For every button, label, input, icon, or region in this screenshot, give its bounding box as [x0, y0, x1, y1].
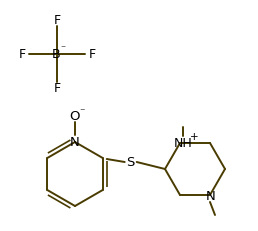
- Text: ⁻: ⁻: [79, 106, 85, 116]
- Text: F: F: [18, 48, 26, 61]
- Text: NH: NH: [174, 136, 192, 149]
- Text: N: N: [206, 190, 216, 203]
- Text: O: O: [69, 110, 79, 123]
- Text: +: +: [190, 131, 198, 141]
- Text: ⁻: ⁻: [60, 44, 66, 54]
- Text: N: N: [70, 136, 80, 149]
- Text: F: F: [88, 48, 95, 61]
- Text: F: F: [53, 82, 61, 95]
- Text: S: S: [126, 156, 135, 169]
- Text: B: B: [52, 48, 60, 61]
- Text: F: F: [53, 14, 61, 27]
